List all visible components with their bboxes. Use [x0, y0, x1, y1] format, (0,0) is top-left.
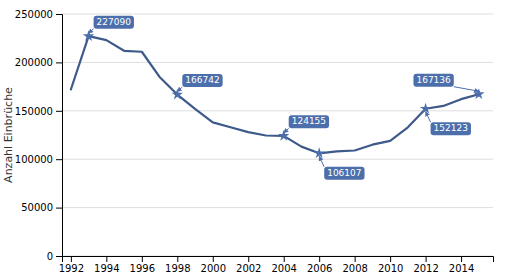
tick-label: 2014 [449, 263, 474, 274]
tick-label: 2004 [271, 263, 296, 274]
annotation-point [473, 88, 484, 99]
tick-mark [56, 62, 62, 63]
annotation-box [413, 74, 453, 87]
annotations: 227090 166742 124155 106107 152123 167136 [89, 16, 479, 180]
tick-label: 2002 [236, 263, 261, 274]
annotation-point [278, 130, 289, 141]
tick-mark [390, 256, 391, 262]
tick: 50000 [21, 202, 62, 213]
tick-mark [461, 256, 462, 262]
annotation-arrow [454, 87, 479, 92]
tick: 2008 [342, 256, 367, 274]
tick: 2004 [271, 256, 296, 274]
tick-label: 2010 [378, 263, 403, 274]
annotation-arrow [319, 156, 324, 167]
grid-line [62, 110, 493, 111]
tick-label: 1998 [165, 263, 190, 274]
annotation-box [324, 167, 364, 180]
axis-line [63, 257, 494, 263]
annotation: 124155 [284, 115, 329, 133]
tick-mark [56, 208, 62, 209]
tick-mark [284, 256, 285, 262]
annotation: 152123 [426, 112, 471, 136]
x-axis: 1992 1994 1996 1998 2000 2002 2004 2006 2008 2010… [59, 256, 494, 274]
annotation-box [94, 16, 134, 29]
tick-label: 100000 [15, 154, 53, 165]
tick-label: 250000 [15, 9, 53, 20]
tick-label: 2006 [307, 263, 332, 274]
tick-mark [177, 256, 178, 262]
annotation-point [83, 30, 94, 41]
tick-mark [426, 256, 427, 262]
annotation-box [431, 122, 471, 135]
tick-mark [56, 159, 62, 160]
annotation-arrow [177, 87, 182, 92]
grid-line [62, 14, 493, 15]
annotation-label: 167136 [416, 75, 451, 85]
annotation-box [182, 74, 222, 87]
tick-label: 2008 [342, 263, 367, 274]
annotation: 227090 [89, 16, 134, 34]
chart: 1992 1994 1996 1998 2000 2002 2004 2006 2008 2010… [0, 0, 505, 280]
axis-line [56, 15, 63, 257]
line [71, 36, 479, 153]
tick: 0 [47, 251, 62, 262]
tick-mark [56, 111, 62, 112]
marks [71, 30, 485, 158]
tick: 2006 [307, 256, 332, 274]
tick-label: 50000 [21, 202, 53, 213]
tick: 2012 [413, 256, 438, 274]
tick-mark [319, 256, 320, 262]
tick-label: 1994 [94, 263, 119, 274]
annotation: 106107 [319, 156, 364, 180]
grid [62, 14, 493, 256]
tick: 2010 [378, 256, 403, 274]
annotation-label: 227090 [97, 17, 132, 27]
grid-line [62, 159, 493, 160]
tick: 150000 [15, 106, 62, 117]
annotation-label: 166742 [185, 75, 219, 85]
tick: 1992 [59, 256, 84, 274]
tick-label: 0 [47, 251, 53, 262]
annotation-arrow [284, 128, 289, 133]
grid-line [62, 62, 493, 63]
tick: 1998 [165, 256, 190, 274]
annotation-arrow [426, 112, 431, 123]
grid-line [62, 207, 493, 208]
tick-mark [355, 256, 356, 262]
tick-mark [142, 256, 143, 262]
annotation: 167136 [413, 74, 478, 91]
tick-label: 200000 [15, 57, 53, 68]
tick-label: 1996 [130, 263, 155, 274]
annotation-label: 124155 [292, 116, 326, 126]
annotation: 166742 [177, 74, 222, 92]
tick-label: 2000 [201, 263, 226, 274]
tick: 1996 [130, 256, 155, 274]
annotation-label: 152123 [434, 123, 468, 133]
y-axis-label: Anzahl Einbrüche [2, 87, 15, 183]
annotation-arrow [89, 29, 94, 34]
tick-mark [213, 256, 214, 262]
y-axis: 0 50000 100000 150000 200000 250000 [15, 9, 63, 262]
tick: 200000 [15, 57, 62, 68]
tick-label: 2012 [413, 263, 438, 274]
tick-mark [71, 256, 72, 262]
annotation-point [172, 89, 183, 100]
tick: 250000 [15, 9, 62, 20]
tick-label: 150000 [15, 106, 53, 117]
tick-label: 1992 [59, 263, 84, 274]
tick: 100000 [15, 154, 62, 165]
annotation-box [289, 115, 329, 128]
tick-mark [106, 256, 107, 262]
tick: 2014 [449, 256, 474, 274]
tick-mark [56, 256, 62, 257]
tick-mark [248, 256, 249, 262]
tick: 2000 [201, 256, 226, 274]
tick: 1994 [94, 256, 119, 274]
annotation-label: 106107 [327, 168, 361, 178]
tick-mark [56, 14, 62, 15]
plot-area: 1992 1994 1996 1998 2000 2002 2004 2006 2008 2010… [2, 9, 494, 274]
tick: 2002 [236, 256, 261, 274]
